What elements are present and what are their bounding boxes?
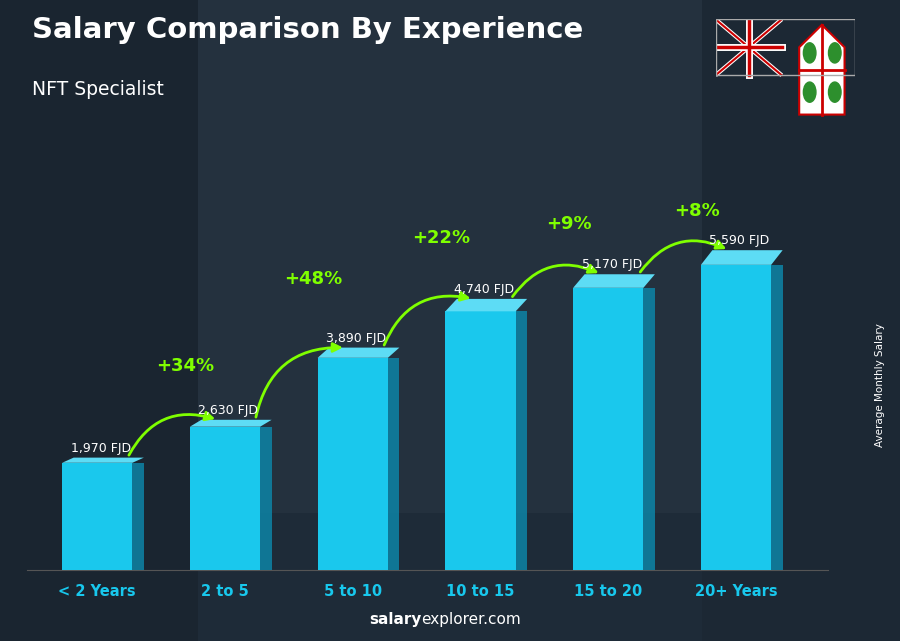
Bar (190, 427, 260, 570)
Polygon shape (644, 288, 655, 570)
Circle shape (804, 43, 816, 63)
Text: 2,630 FJD: 2,630 FJD (199, 404, 258, 417)
Polygon shape (318, 347, 400, 358)
Text: Salary Comparison By Experience: Salary Comparison By Experience (32, 16, 583, 44)
Polygon shape (62, 458, 144, 463)
Text: +9%: +9% (546, 215, 591, 233)
Polygon shape (516, 312, 527, 570)
Polygon shape (190, 420, 272, 427)
Text: NFT Specialist: NFT Specialist (32, 80, 164, 99)
Text: 5,170 FJD: 5,170 FJD (581, 258, 642, 271)
Text: +34%: +34% (157, 357, 214, 375)
Bar (318, 358, 388, 570)
Bar (701, 265, 771, 570)
Text: 4,740 FJD: 4,740 FJD (454, 283, 514, 296)
Polygon shape (799, 25, 844, 115)
Text: salary: salary (369, 612, 421, 627)
Polygon shape (771, 265, 783, 570)
Text: +48%: +48% (284, 270, 342, 288)
Bar (198, 0, 702, 513)
Text: 5,590 FJD: 5,590 FJD (709, 234, 770, 247)
FancyArrowPatch shape (640, 241, 724, 272)
Polygon shape (573, 274, 655, 288)
Text: +8%: +8% (674, 203, 719, 221)
Text: 1,970 FJD: 1,970 FJD (70, 442, 130, 454)
Polygon shape (388, 358, 400, 570)
Bar (0, 0, 198, 641)
Text: Average Monthly Salary: Average Monthly Salary (875, 322, 886, 447)
FancyArrowPatch shape (384, 292, 468, 345)
Circle shape (829, 82, 842, 102)
Text: explorer.com: explorer.com (421, 612, 521, 627)
Polygon shape (132, 463, 144, 570)
Bar (62, 463, 132, 570)
Polygon shape (701, 250, 783, 265)
FancyArrowPatch shape (512, 265, 596, 297)
FancyArrowPatch shape (129, 412, 212, 455)
Polygon shape (446, 299, 527, 312)
Text: 3,890 FJD: 3,890 FJD (326, 331, 386, 345)
Polygon shape (260, 427, 272, 570)
FancyArrowPatch shape (256, 344, 340, 417)
Bar (573, 288, 643, 570)
Bar (702, 0, 900, 641)
Circle shape (804, 82, 816, 102)
Bar (446, 312, 516, 570)
Circle shape (829, 43, 842, 63)
Text: +22%: +22% (412, 229, 470, 247)
